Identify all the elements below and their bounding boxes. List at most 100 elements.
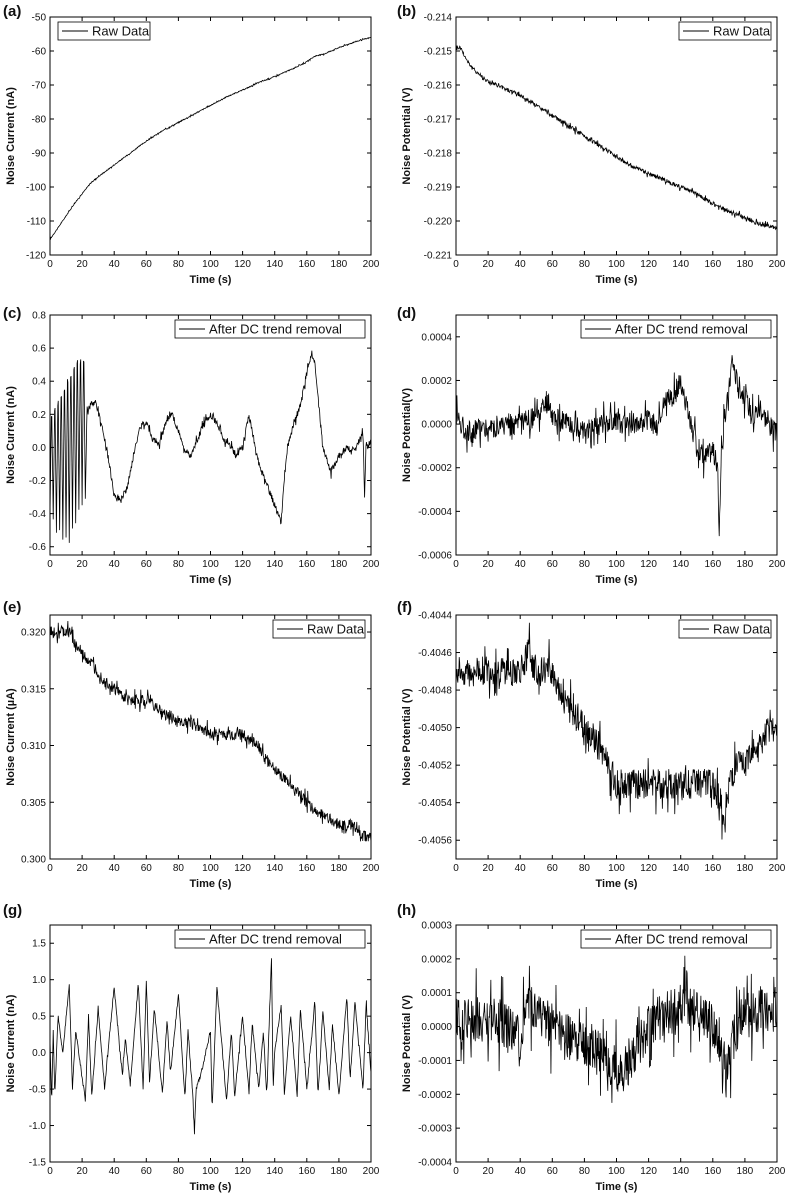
x-tick-label: 120	[640, 259, 657, 270]
y-tick-label: -0.4044	[418, 611, 452, 622]
x-tick-label: 80	[173, 559, 185, 570]
x-tick-label: 0	[47, 1166, 53, 1177]
plot-frame	[49, 16, 372, 256]
x-tick-label: 20	[77, 559, 89, 570]
x-tick-label: 140	[266, 259, 283, 270]
x-tick-label: 100	[202, 259, 219, 270]
x-tick-label: 180	[737, 1166, 754, 1177]
x-axis-title: Time (s)	[596, 574, 638, 586]
x-tick-label: 0	[453, 259, 459, 270]
x-tick-label: 40	[109, 863, 121, 874]
x-tick-label: 60	[547, 863, 559, 874]
x-tick-label: 200	[363, 259, 380, 270]
y-tick-label: -0.4048	[418, 686, 452, 697]
y-tick-label: 0.305	[21, 798, 46, 809]
x-tick-label: 80	[173, 1166, 185, 1177]
panel-label: (h)	[397, 902, 416, 919]
x-tick-label: 80	[579, 259, 591, 270]
x-tick-label: 60	[547, 559, 559, 570]
y-axis-title: Noise Potential (V)	[401, 87, 413, 185]
x-axis-title: Time (s)	[190, 574, 232, 586]
legend-box	[272, 619, 366, 639]
x-tick-label: 20	[483, 259, 495, 270]
x-axis-title: Time (s)	[190, 274, 232, 286]
y-axis-title: Noise Current (µA)	[5, 688, 17, 786]
x-tick-label: 80	[579, 863, 591, 874]
panel-label: (d)	[397, 305, 416, 322]
y-tick-label: -100	[26, 183, 46, 194]
x-tick-label: 60	[141, 559, 153, 570]
y-tick-label: -0.4052	[418, 761, 452, 772]
legend-box	[174, 929, 366, 949]
y-tick-label: -0.218	[424, 149, 453, 160]
y-tick-label: -0.6	[29, 542, 47, 553]
y-tick-label: 1.0	[32, 975, 46, 986]
series-line	[50, 350, 371, 543]
y-tick-label: -0.0003	[418, 1124, 452, 1135]
x-tick-label: 120	[640, 559, 657, 570]
x-tick-label: 180	[737, 259, 754, 270]
x-tick-label: 120	[234, 259, 251, 270]
y-tick-label: -0.4054	[418, 798, 452, 809]
x-tick-label: 40	[515, 259, 527, 270]
legend-box	[174, 319, 366, 339]
x-tick-label: 80	[173, 863, 185, 874]
y-axis-title: Noise Current (nA)	[5, 386, 17, 484]
x-tick-label: 120	[640, 1166, 657, 1177]
x-tick-label: 100	[608, 1166, 625, 1177]
x-tick-label: 0	[453, 863, 459, 874]
x-tick-label: 160	[704, 863, 721, 874]
y-tick-label: 0.0000	[421, 420, 452, 431]
x-tick-label: 200	[363, 559, 380, 570]
y-tick-label: -80	[32, 115, 47, 126]
y-tick-label: -0.4	[29, 509, 47, 520]
y-tick-label: -0.4046	[418, 648, 452, 659]
x-axis-title: Time (s)	[190, 1181, 232, 1193]
x-tick-label: 60	[547, 259, 559, 270]
legend: Raw Data	[678, 21, 772, 41]
y-tick-label: 0.0002	[421, 376, 452, 387]
y-tick-label: -0.214	[424, 13, 453, 24]
panel-f: (f) 0 20 40 60 80 100 120 140 160 180 200 -0.4056 -0.…	[397, 599, 785, 890]
x-tick-label: 120	[234, 559, 251, 570]
y-axis-title: Noise Potential (V)	[401, 995, 413, 1093]
x-axis-title: Time (s)	[190, 878, 232, 890]
y-tick-label: -60	[32, 47, 47, 58]
panel-label: (a)	[3, 3, 21, 20]
x-tick-label: 140	[266, 1166, 283, 1177]
x-tick-label: 200	[363, 863, 380, 874]
x-tick-label: 20	[483, 1166, 495, 1177]
y-tick-label: -0.0004	[418, 1158, 452, 1169]
x-tick-label: 20	[77, 259, 89, 270]
x-tick-label: 0	[47, 559, 53, 570]
x-tick-label: 140	[672, 863, 689, 874]
y-tick-label: 0.0	[32, 443, 46, 454]
y-tick-label: 0.5	[32, 1012, 46, 1023]
legend-label: After DC trend removal	[615, 322, 748, 337]
x-tick-label: 20	[77, 863, 89, 874]
legend: Raw Data	[678, 619, 772, 639]
x-tick-label: 40	[515, 559, 527, 570]
y-tick-label: -0.4056	[418, 836, 452, 847]
panel-e: (e) 0 20 40 60 80 100 120 140 160 180 200 0.300 0.305…	[3, 599, 380, 890]
legend: Raw Data	[57, 21, 151, 41]
legend-box	[57, 21, 151, 41]
y-tick-label: -1.0	[29, 1121, 47, 1132]
x-tick-label: 200	[363, 1166, 380, 1177]
series-line	[50, 36, 371, 240]
y-tick-label: -0.215	[424, 47, 453, 58]
y-tick-label: 0.300	[21, 855, 46, 866]
x-tick-label: 180	[737, 559, 754, 570]
x-tick-label: 100	[608, 863, 625, 874]
legend-label: Raw Data	[713, 622, 771, 637]
y-tick-label: -0.4050	[418, 723, 452, 734]
panel-label: (c)	[3, 305, 21, 322]
legend: After DC trend removal	[174, 929, 366, 949]
y-tick-label: -50	[32, 13, 47, 24]
plot-frame	[455, 614, 778, 860]
legend: After DC trend removal	[580, 319, 772, 339]
panel-label: (f)	[397, 599, 412, 616]
x-tick-label: 60	[141, 1166, 153, 1177]
y-tick-label: -110	[27, 217, 47, 228]
x-tick-label: 80	[579, 559, 591, 570]
